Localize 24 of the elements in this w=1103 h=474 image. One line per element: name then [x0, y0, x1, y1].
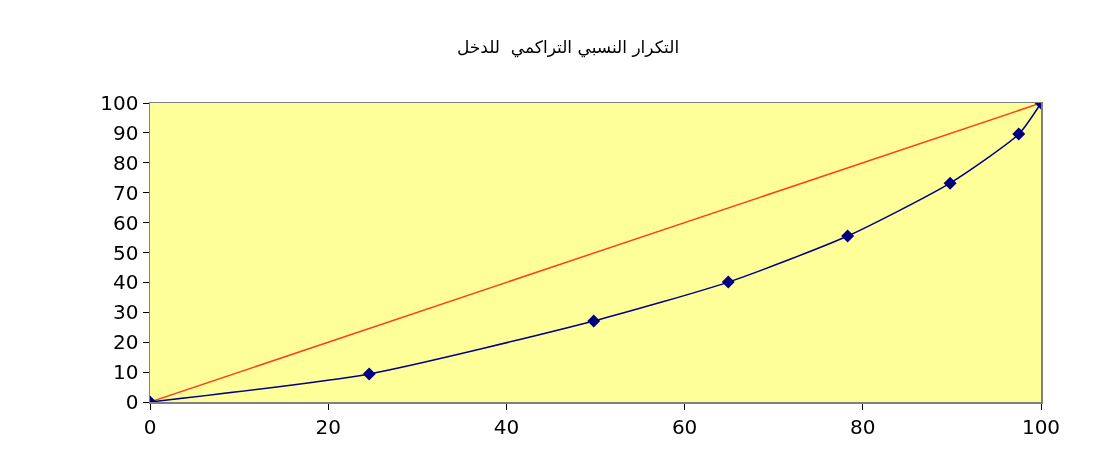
- y-tick-label: 40: [113, 270, 139, 295]
- y-tick-label: 0: [125, 390, 139, 414]
- y-tick-label: 30: [113, 300, 139, 325]
- point: [362, 367, 376, 381]
- point: [841, 229, 855, 243]
- point: [587, 314, 601, 328]
- x-tick-label: 0: [143, 414, 157, 439]
- x-tick-label: 100: [1021, 414, 1061, 439]
- x-tick-label: 20: [315, 414, 341, 439]
- y-tick-label: 50: [113, 240, 139, 265]
- point: [721, 275, 735, 289]
- x-tick-label: 80: [850, 414, 876, 439]
- y-tick-label: 90: [113, 120, 139, 145]
- x-tick-label: 40: [493, 414, 520, 439]
- y-tick-label: 60: [113, 210, 139, 235]
- y-tick-label: 10: [113, 360, 139, 385]
- y-tick-label: 20: [113, 330, 139, 355]
- point: [1012, 127, 1026, 141]
- point: [943, 176, 957, 190]
- y-tick-label: 100: [100, 91, 139, 115]
- y-tick-label: 80: [113, 150, 139, 175]
- x-tick-label: 60: [671, 414, 698, 439]
- y-tick-label: 70: [113, 180, 139, 205]
- chart-title: التكرار النسبي التراكمي للدخل: [456, 37, 680, 59]
